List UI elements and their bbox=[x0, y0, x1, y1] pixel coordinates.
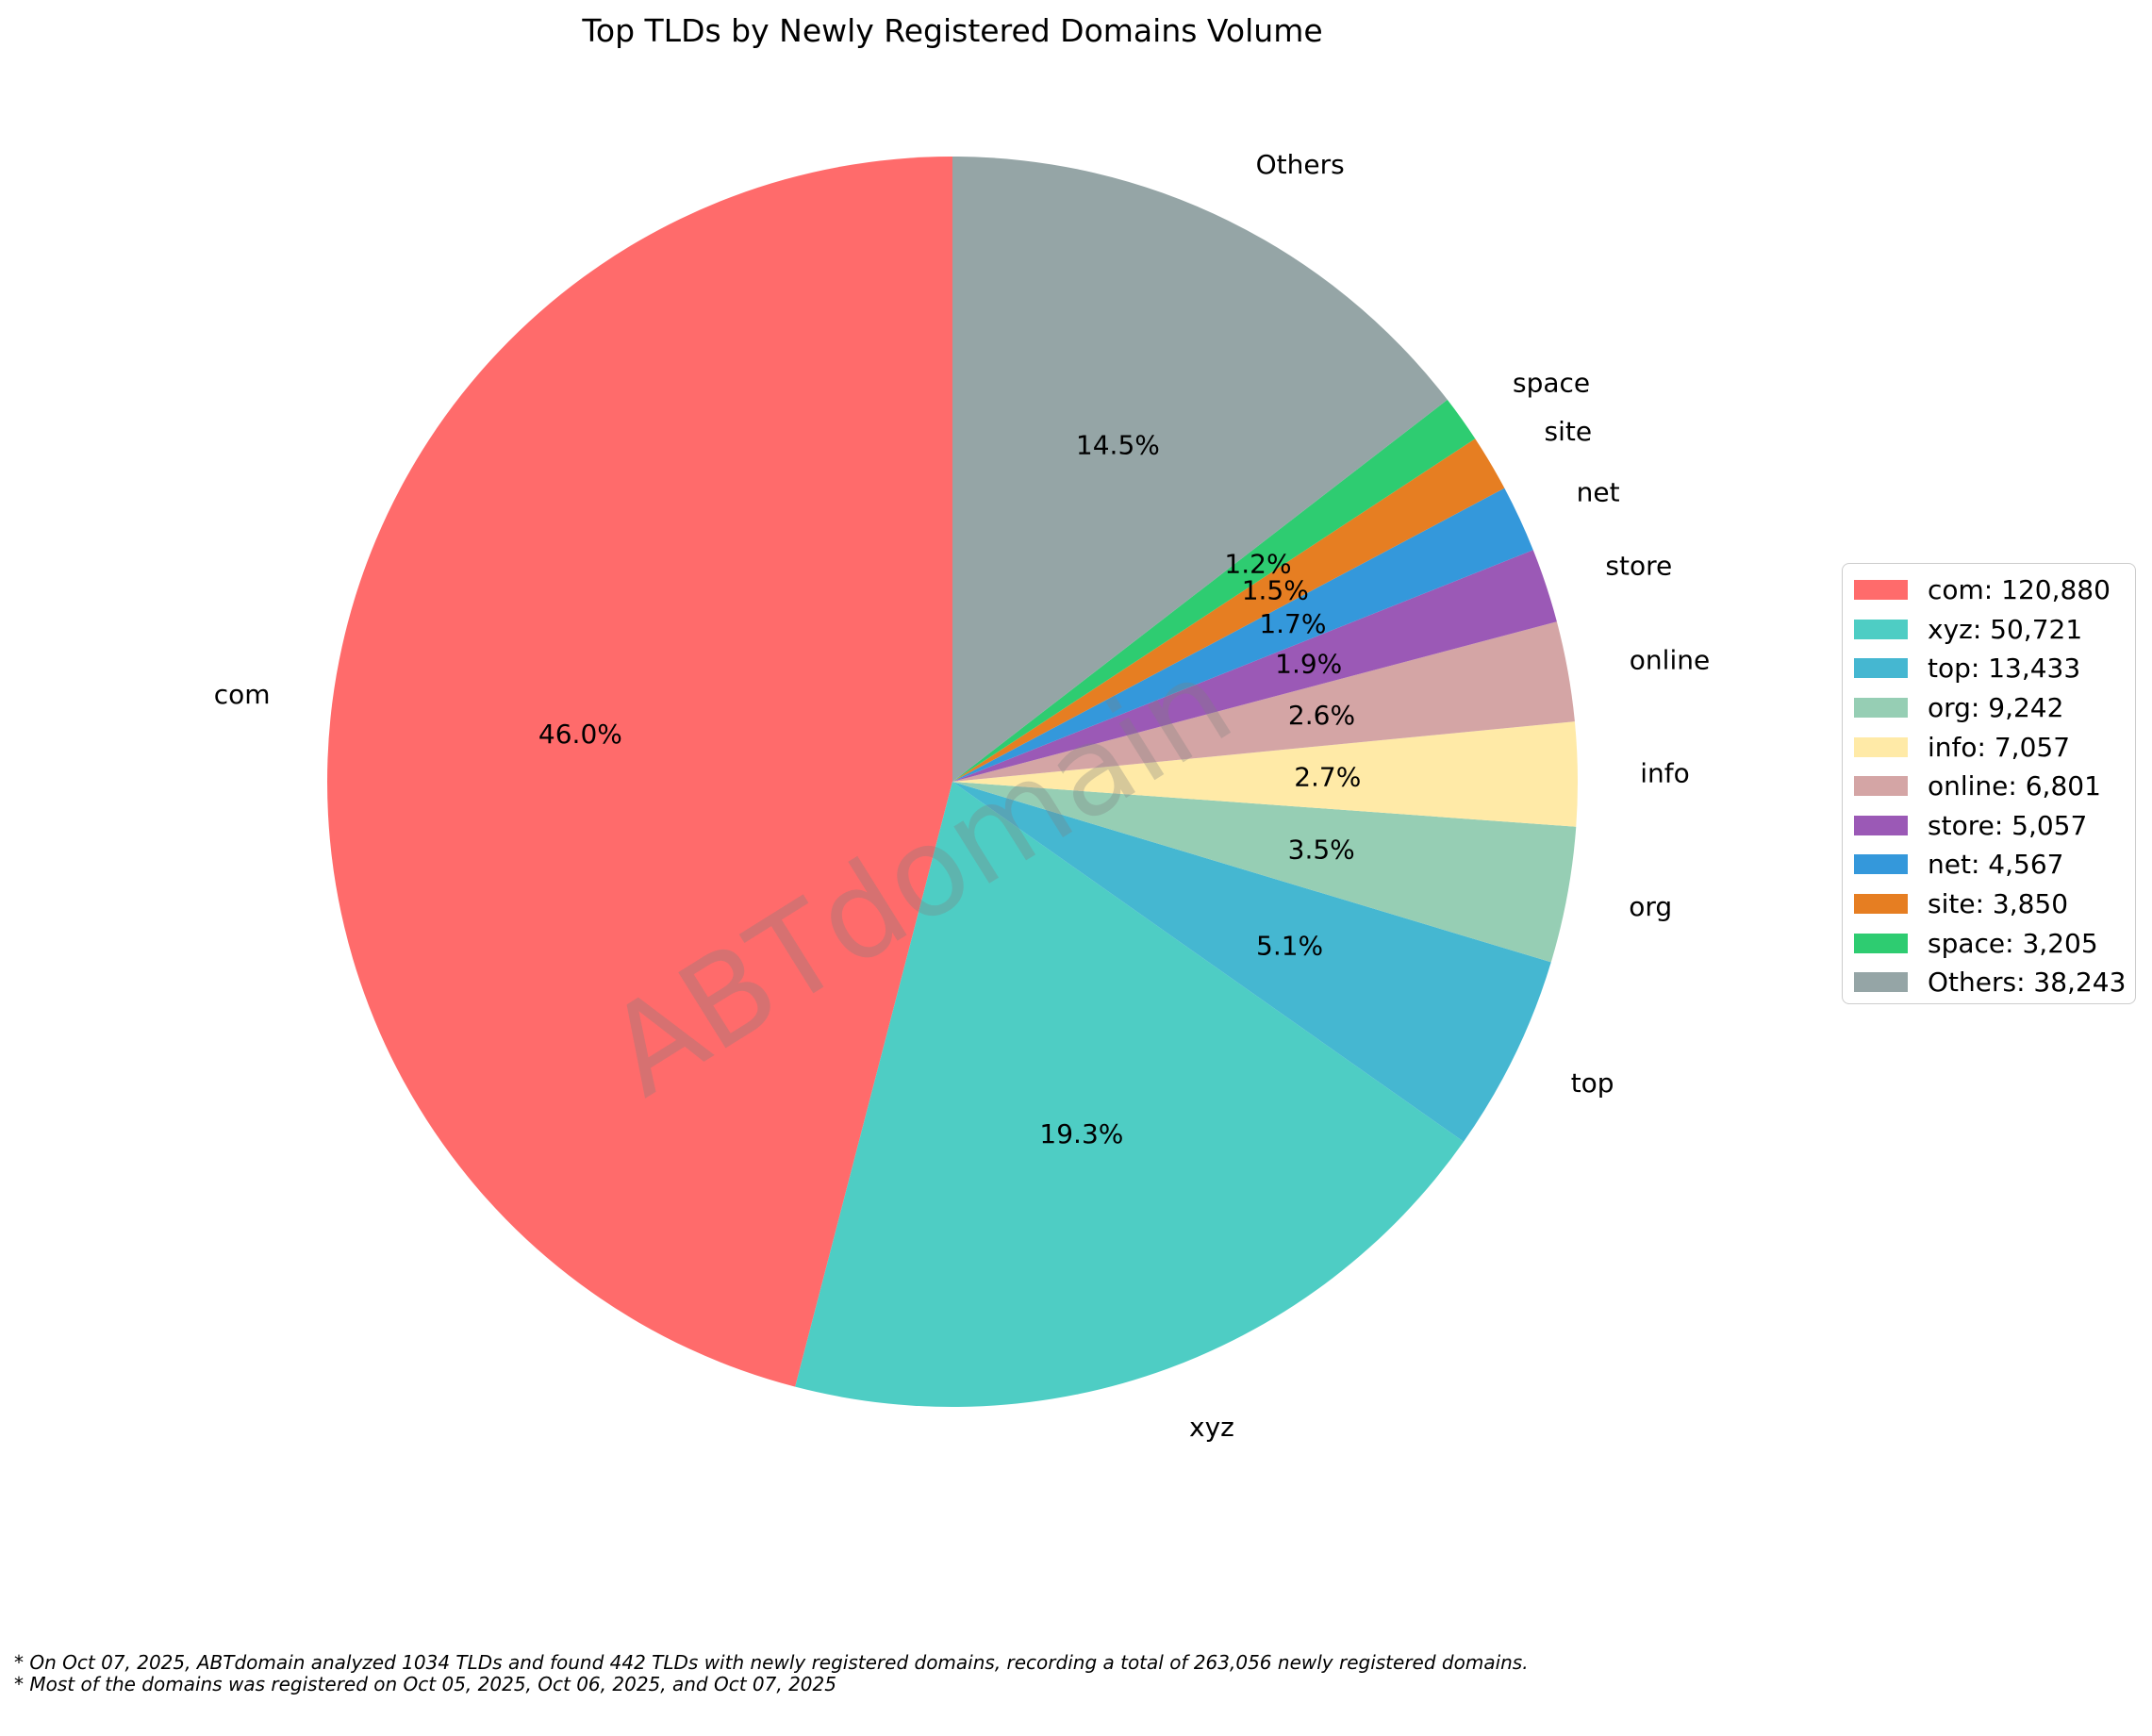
pct-label-net: 1.7% bbox=[1259, 608, 1326, 639]
slice-label-Others: Others bbox=[1256, 149, 1345, 180]
legend-swatch-org bbox=[1854, 698, 1908, 719]
legend-item-xyz: xyz: 50,721 bbox=[1854, 610, 2135, 650]
pie-slice-space bbox=[952, 399, 1476, 782]
pct-label-Others: 14.5% bbox=[1076, 430, 1160, 461]
slice-label-store: store bbox=[1605, 551, 1672, 582]
slice-label-net: net bbox=[1577, 477, 1620, 508]
legend-item-space: space: 3,205 bbox=[1854, 923, 2135, 963]
legend-item-label: xyz: 50,721 bbox=[1928, 613, 2083, 645]
legend-item-label: site: 3,850 bbox=[1928, 888, 2069, 920]
legend-item-online: online: 6,801 bbox=[1854, 767, 2135, 806]
pie-slice-net bbox=[952, 488, 1533, 782]
legend-item-info: info: 7,057 bbox=[1854, 727, 2135, 767]
pct-label-com: 46.0% bbox=[538, 719, 622, 750]
legend-swatch-site bbox=[1854, 894, 1908, 915]
pie-slice-com bbox=[327, 157, 952, 1387]
pct-label-online: 2.6% bbox=[1288, 700, 1355, 731]
legend-swatch-store bbox=[1854, 815, 1908, 835]
legend-item-label: store: 5,057 bbox=[1928, 809, 2088, 841]
legend-item-label: com: 120,880 bbox=[1928, 574, 2111, 606]
legend-item-label: top: 13,433 bbox=[1928, 653, 2081, 685]
pie-slice-org bbox=[952, 782, 1577, 963]
legend-item-site: site: 3,850 bbox=[1854, 885, 2135, 924]
legend-item-label: net: 4,567 bbox=[1928, 849, 2064, 881]
legend-swatch-com bbox=[1854, 580, 1908, 601]
legend-item-label: info: 7,057 bbox=[1928, 731, 2071, 763]
legend-swatch-Others bbox=[1854, 972, 1908, 993]
legend-item-top: top: 13,433 bbox=[1854, 649, 2135, 688]
pct-label-top: 5.1% bbox=[1256, 931, 1323, 962]
pie-slice-online bbox=[952, 621, 1575, 782]
legend-swatch-online bbox=[1854, 776, 1908, 797]
slice-label-org: org bbox=[1629, 891, 1672, 922]
slice-label-site: site bbox=[1545, 416, 1593, 447]
slice-label-info: info bbox=[1640, 758, 1690, 789]
pie-slice-Others bbox=[952, 157, 1448, 782]
legend-item-Others: Others: 38,243 bbox=[1854, 963, 2135, 1002]
pie-slice-top bbox=[952, 782, 1551, 1142]
pct-label-space: 1.2% bbox=[1224, 549, 1291, 580]
footnote-line-1: * On Oct 07, 2025, ABTdomain analyzed 10… bbox=[14, 1651, 1529, 1674]
pct-label-store: 1.9% bbox=[1275, 649, 1342, 680]
pct-label-info: 2.7% bbox=[1294, 762, 1361, 793]
legend-swatch-info bbox=[1854, 736, 1908, 757]
slice-label-online: online bbox=[1630, 645, 1710, 676]
pie-slice-site bbox=[952, 438, 1505, 782]
chart-title: Top TLDs by Newly Registered Domains Vol… bbox=[582, 12, 1323, 49]
slice-label-top: top bbox=[1571, 1067, 1614, 1099]
legend-item-label: org: 9,242 bbox=[1928, 692, 2064, 724]
pct-label-xyz: 19.3% bbox=[1039, 1118, 1123, 1149]
pie-slice-xyz bbox=[795, 782, 1465, 1407]
legend-swatch-net bbox=[1854, 854, 1908, 875]
legend-item-store: store: 5,057 bbox=[1854, 806, 2135, 846]
legend-item-label: online: 6,801 bbox=[1928, 770, 2101, 802]
footnote-line-2: * Most of the domains was registered on … bbox=[14, 1673, 836, 1695]
legend-swatch-space bbox=[1854, 933, 1908, 953]
pct-label-org: 3.5% bbox=[1288, 835, 1355, 866]
pct-label-site: 1.5% bbox=[1242, 575, 1309, 606]
slice-label-space: space bbox=[1513, 367, 1590, 398]
legend-item-org: org: 9,242 bbox=[1854, 688, 2135, 728]
slice-label-xyz: xyz bbox=[1189, 1412, 1234, 1443]
legend-item-label: Others: 38,243 bbox=[1928, 967, 2127, 999]
legend-swatch-xyz bbox=[1854, 619, 1908, 639]
legend-item-label: space: 3,205 bbox=[1928, 927, 2098, 959]
legend-swatch-top bbox=[1854, 658, 1908, 679]
slice-label-com: com bbox=[214, 679, 271, 710]
legend-item-net: net: 4,567 bbox=[1854, 845, 2135, 885]
legend-item-com: com: 120,880 bbox=[1854, 570, 2135, 610]
pie-slice-info bbox=[952, 721, 1578, 827]
pie-slice-store bbox=[952, 550, 1557, 782]
legend: com: 120,880 xyz: 50,721 top: 13,433 org: 9… bbox=[1842, 563, 2136, 1004]
